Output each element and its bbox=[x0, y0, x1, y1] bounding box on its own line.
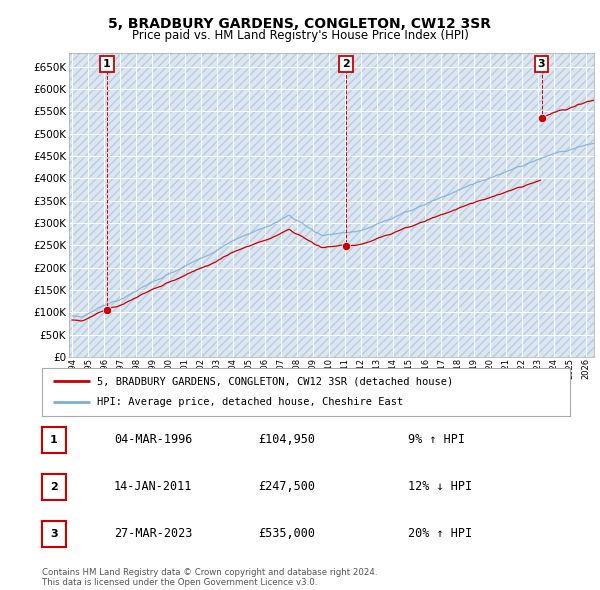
Text: Price paid vs. HM Land Registry's House Price Index (HPI): Price paid vs. HM Land Registry's House … bbox=[131, 30, 469, 42]
Text: 2: 2 bbox=[342, 59, 350, 69]
Text: £104,950: £104,950 bbox=[258, 433, 315, 446]
Text: 9% ↑ HPI: 9% ↑ HPI bbox=[408, 433, 465, 446]
Text: 1: 1 bbox=[50, 435, 58, 444]
Text: £535,000: £535,000 bbox=[258, 527, 315, 540]
Text: 1: 1 bbox=[103, 59, 111, 69]
Text: HPI: Average price, detached house, Cheshire East: HPI: Average price, detached house, Ches… bbox=[97, 398, 404, 408]
Text: 14-JAN-2011: 14-JAN-2011 bbox=[114, 480, 193, 493]
Text: 27-MAR-2023: 27-MAR-2023 bbox=[114, 527, 193, 540]
Text: 3: 3 bbox=[538, 59, 545, 69]
Text: 3: 3 bbox=[50, 529, 58, 539]
Text: 5, BRADBURY GARDENS, CONGLETON, CW12 3SR: 5, BRADBURY GARDENS, CONGLETON, CW12 3SR bbox=[109, 17, 491, 31]
Text: Contains HM Land Registry data © Crown copyright and database right 2024.
This d: Contains HM Land Registry data © Crown c… bbox=[42, 568, 377, 587]
Text: 04-MAR-1996: 04-MAR-1996 bbox=[114, 433, 193, 446]
Text: 12% ↓ HPI: 12% ↓ HPI bbox=[408, 480, 472, 493]
Text: £247,500: £247,500 bbox=[258, 480, 315, 493]
Text: 2: 2 bbox=[50, 482, 58, 491]
Text: 20% ↑ HPI: 20% ↑ HPI bbox=[408, 527, 472, 540]
Text: 5, BRADBURY GARDENS, CONGLETON, CW12 3SR (detached house): 5, BRADBURY GARDENS, CONGLETON, CW12 3SR… bbox=[97, 376, 454, 386]
